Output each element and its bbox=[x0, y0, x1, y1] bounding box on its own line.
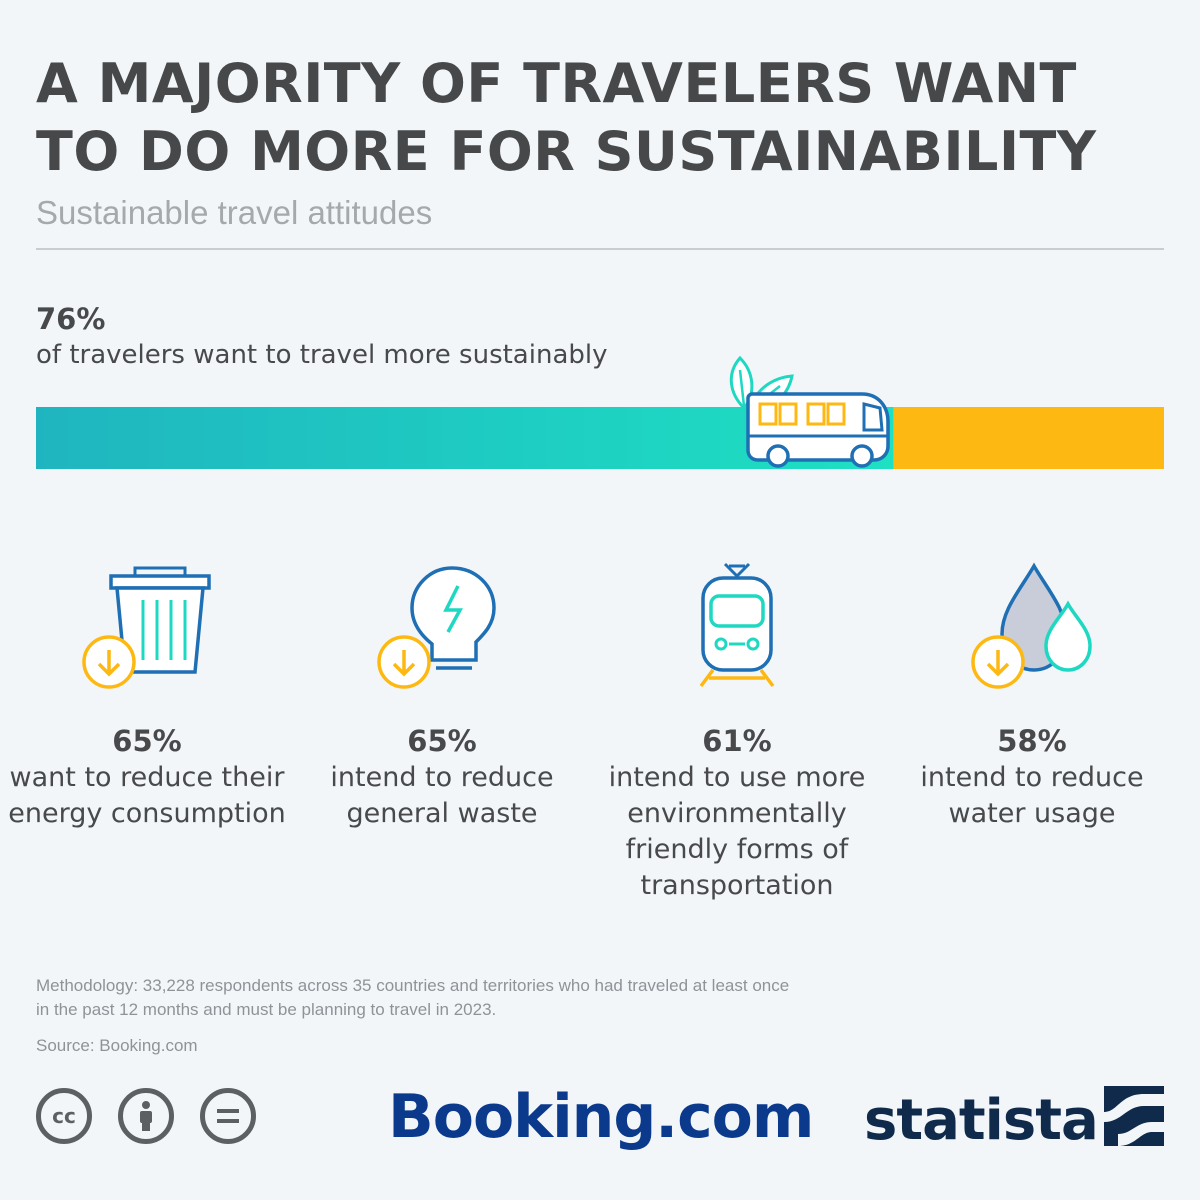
trash-can-icon bbox=[82, 566, 211, 689]
stat-text: intend to reduce general waste bbox=[330, 762, 554, 829]
stat-waste: 65% intend to reduce general waste bbox=[297, 560, 587, 832]
stat-water: 58% intend to reduce water usage bbox=[887, 560, 1177, 832]
hero-value: 76% bbox=[36, 302, 106, 336]
hero-text: of travelers want to travel more sustain… bbox=[36, 340, 608, 370]
no-derivatives-icon[interactable] bbox=[200, 1088, 256, 1144]
stat-value: 61% bbox=[702, 724, 772, 758]
hero-progress-bar bbox=[36, 355, 1164, 469]
stat-value: 58% bbox=[997, 724, 1067, 758]
page-subtitle: Sustainable travel attitudes bbox=[36, 194, 433, 231]
stat-text: want to reduce their energy consumption bbox=[8, 762, 286, 829]
statista-logo: statista bbox=[864, 1088, 1099, 1153]
stat-value: 65% bbox=[112, 724, 182, 758]
light-bulb-icon bbox=[377, 566, 496, 689]
stat-value: 65% bbox=[407, 724, 477, 758]
bus-icon bbox=[729, 355, 890, 468]
license-icons: cc bbox=[36, 1088, 256, 1144]
stat-transport: 61% intend to use more environmentally f… bbox=[592, 560, 882, 904]
attribution-icon[interactable] bbox=[118, 1088, 174, 1144]
stat-text: intend to use more environmentally frien… bbox=[608, 762, 866, 901]
page-title: A MAJORITY OF TRAVELERS WANT TO DO MORE … bbox=[36, 52, 1097, 183]
statista-logo-mark bbox=[1104, 1086, 1164, 1146]
train-icon bbox=[699, 562, 775, 688]
source-note: Source: Booking.com bbox=[36, 1036, 198, 1055]
methodology-note: Methodology: 33,228 respondents across 3… bbox=[36, 976, 790, 1019]
stat-energy: 65% want to reduce their energy consumpt… bbox=[2, 560, 292, 832]
water-drop-icon bbox=[971, 562, 1092, 689]
title-divider bbox=[36, 248, 1164, 250]
booking-logo: Booking.com bbox=[388, 1082, 814, 1152]
stat-text: intend to reduce water usage bbox=[920, 762, 1144, 829]
cc-icon[interactable]: cc bbox=[36, 1088, 92, 1144]
